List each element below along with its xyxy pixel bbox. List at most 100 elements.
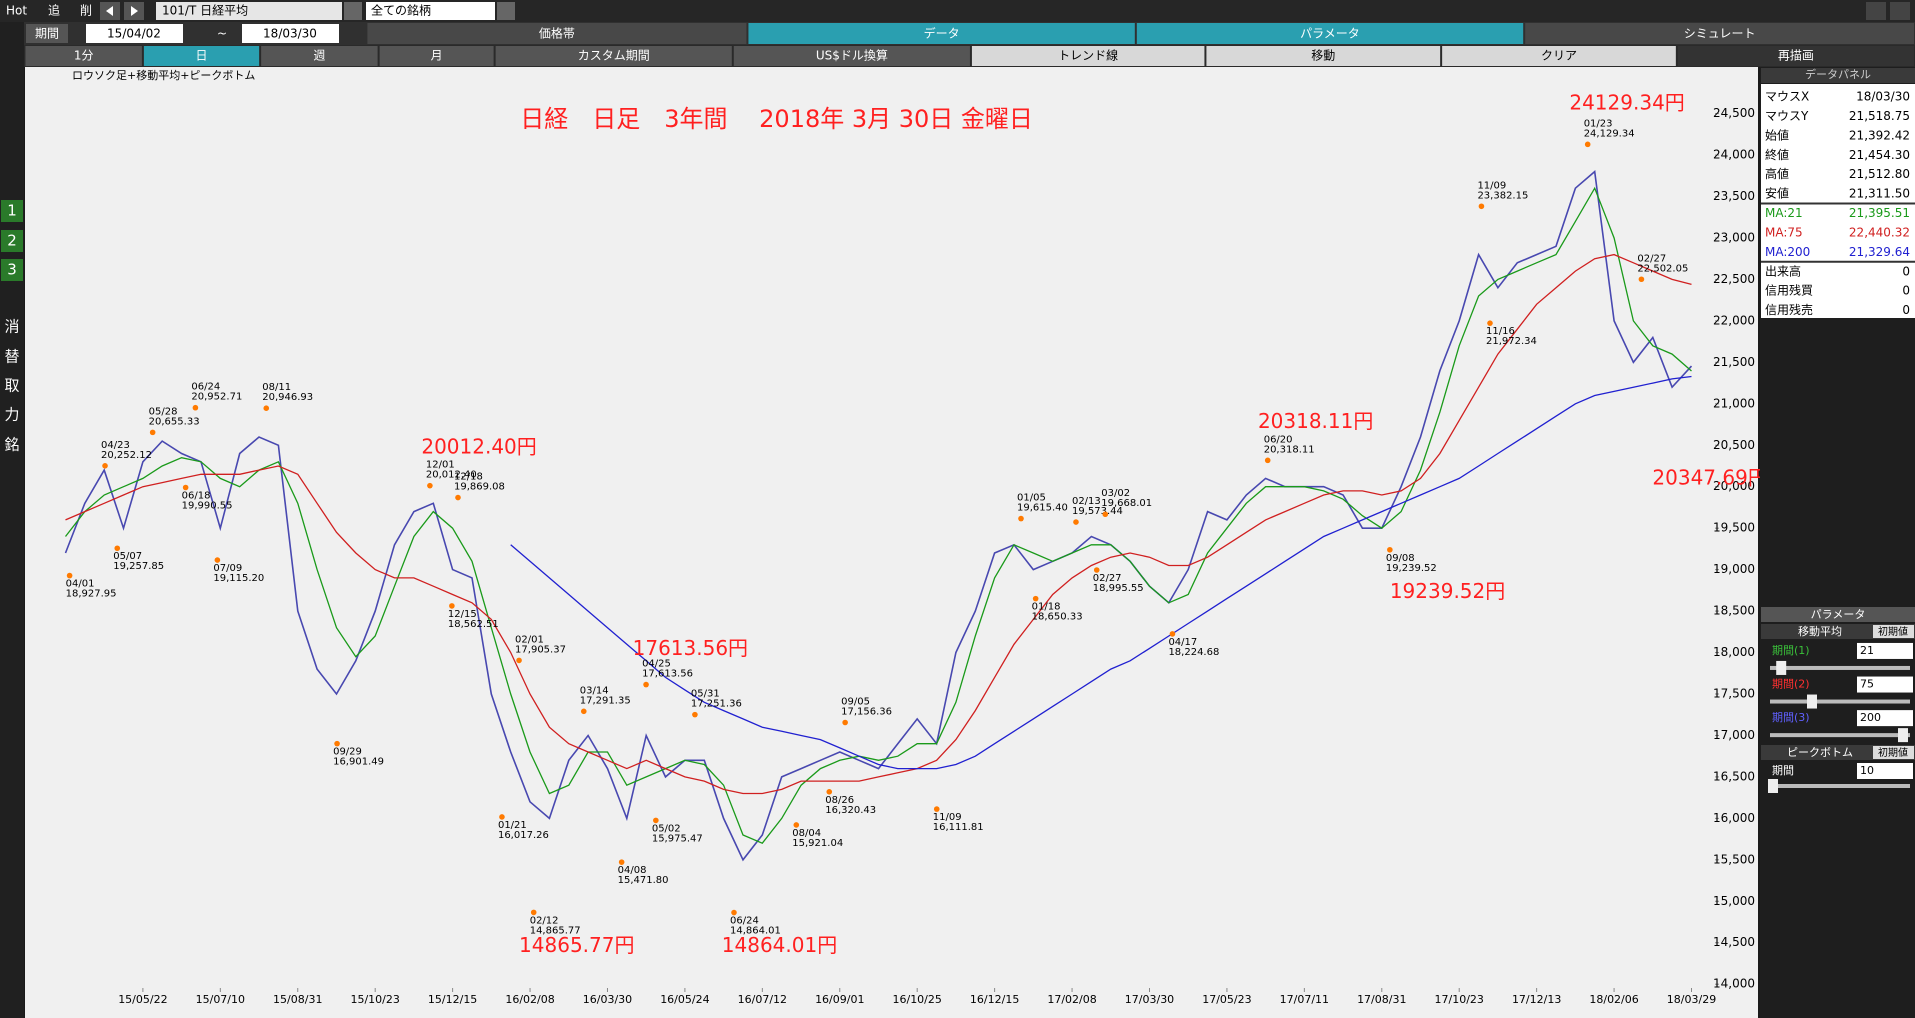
slider-knob[interactable]	[1807, 694, 1817, 709]
side-icon[interactable]: 1	[7, 202, 17, 220]
peak-value: 17,156.36	[841, 706, 892, 717]
toolbar-item[interactable]: Hot	[6, 4, 27, 18]
date-sep: ~	[217, 27, 227, 41]
window-button[interactable]	[1866, 2, 1886, 20]
date-box[interactable]	[86, 24, 183, 43]
peak-date: 07/09	[213, 563, 242, 574]
panel-value: 21,395.51	[1849, 206, 1910, 220]
peak-marker	[114, 545, 121, 552]
slider-track[interactable]	[1770, 733, 1910, 738]
peak-value: 19,257.85	[113, 561, 164, 572]
peak-marker	[334, 740, 340, 747]
peak-date: 02/01	[515, 634, 544, 645]
toolbar-item[interactable]: 追	[48, 3, 60, 18]
x-tick-label: 16/03/30	[583, 993, 632, 1006]
window-button[interactable]	[1890, 2, 1910, 20]
peak-value: 19,573.44	[1072, 506, 1123, 517]
y-tick-label: 14,000	[1713, 977, 1755, 991]
y-tick-label: 20,000	[1713, 479, 1755, 493]
tab-label[interactable]: データ	[924, 26, 960, 41]
button[interactable]	[971, 46, 1205, 66]
button-label[interactable]: 週	[313, 49, 325, 63]
side-icon[interactable]: 2	[7, 232, 17, 250]
param-input[interactable]	[1857, 642, 1913, 659]
button[interactable]	[1442, 46, 1676, 66]
param-input[interactable]	[1857, 710, 1913, 727]
button-label[interactable]: トレンド線	[1058, 48, 1118, 63]
peak-date: 02/13	[1072, 496, 1101, 507]
tab[interactable]	[1525, 23, 1914, 44]
peak-value: 20,952.71	[191, 392, 242, 403]
peak-value: 20,946.93	[262, 392, 313, 403]
slider-track[interactable]	[1770, 699, 1910, 704]
universe: 全ての銘柄	[371, 3, 431, 18]
y-tick-label: 15,500	[1713, 852, 1755, 866]
tab-label[interactable]: パラメータ	[1300, 27, 1360, 41]
side-icon[interactable]: 消	[4, 318, 19, 336]
peak-date: 11/09	[1477, 180, 1506, 191]
side-button[interactable]	[1, 230, 23, 252]
chart-subtitle: ロウソク足+移動平均+ピークボトム	[72, 68, 255, 82]
slider-track[interactable]	[1770, 784, 1910, 788]
universe-box[interactable]	[366, 2, 495, 20]
button[interactable]	[25, 46, 142, 66]
button[interactable]	[261, 46, 378, 66]
button[interactable]	[143, 46, 260, 66]
reset-label[interactable]: 初期値	[1878, 746, 1908, 759]
button-label[interactable]: 月	[431, 49, 443, 63]
dropdown[interactable]	[497, 2, 515, 20]
side-icon[interactable]: 力	[4, 406, 19, 424]
tab-label[interactable]: 価格帯	[539, 26, 575, 41]
peak-value: 18,562.51	[448, 619, 499, 630]
reset-button[interactable]	[1873, 746, 1914, 759]
button-label[interactable]: クリア	[1541, 49, 1577, 63]
side-icon[interactable]: 替	[4, 348, 19, 366]
param-input[interactable]	[1857, 676, 1913, 693]
button[interactable]	[1206, 46, 1441, 66]
panel-value: 22,440.32	[1849, 225, 1910, 239]
peak-marker	[455, 494, 461, 501]
reset-label[interactable]: 初期値	[1878, 625, 1908, 638]
peak-marker	[1387, 546, 1393, 553]
reset-button[interactable]	[1873, 625, 1914, 638]
param-input[interactable]	[1857, 763, 1913, 779]
side-icon[interactable]: 取	[4, 377, 19, 395]
button-label[interactable]: 移動	[1311, 49, 1335, 63]
button[interactable]	[733, 46, 970, 66]
peak-marker	[1102, 511, 1109, 518]
tab[interactable]	[1136, 23, 1524, 44]
slider-knob[interactable]	[1898, 728, 1908, 743]
button-label[interactable]: 1分	[74, 49, 94, 63]
slider-track[interactable]	[1770, 665, 1910, 670]
peak-value: 14,865.77	[530, 925, 581, 936]
button-label[interactable]: US$ドル換算	[816, 48, 888, 63]
button[interactable]	[495, 46, 732, 66]
tab[interactable]	[367, 23, 747, 44]
peak-date: 03/14	[580, 685, 609, 696]
toolbar-item[interactable]: 削	[80, 4, 92, 18]
tab-label[interactable]: シミュレート	[1684, 27, 1756, 41]
peak-value: 20,012.40	[426, 470, 477, 481]
button[interactable]	[379, 46, 494, 66]
date-box[interactable]	[242, 24, 339, 43]
side-button[interactable]	[1, 200, 23, 222]
annotation: 24129.34円	[1569, 90, 1684, 114]
side-icon[interactable]: 3	[7, 261, 17, 279]
side-icon[interactable]: 銘	[4, 436, 19, 454]
dropdown[interactable]	[344, 2, 362, 20]
button-label[interactable]: 日	[196, 49, 208, 63]
side-button[interactable]	[1, 259, 23, 281]
symbol-box[interactable]	[156, 2, 342, 20]
button[interactable]	[1677, 46, 1914, 66]
tab[interactable]	[748, 23, 1135, 44]
peak-marker	[1093, 567, 1100, 573]
peak-date: 04/25	[642, 659, 671, 670]
panel-value: 21,311.50	[1849, 187, 1910, 201]
button-label[interactable]: 再描画	[1778, 49, 1814, 63]
peak-value: 14,864.01	[730, 926, 781, 937]
button-label[interactable]: カスタム期間	[578, 49, 650, 63]
slider-knob[interactable]	[1768, 779, 1778, 793]
slider-knob[interactable]	[1776, 660, 1787, 675]
peak-marker	[653, 817, 659, 824]
peak-marker	[1487, 320, 1493, 326]
